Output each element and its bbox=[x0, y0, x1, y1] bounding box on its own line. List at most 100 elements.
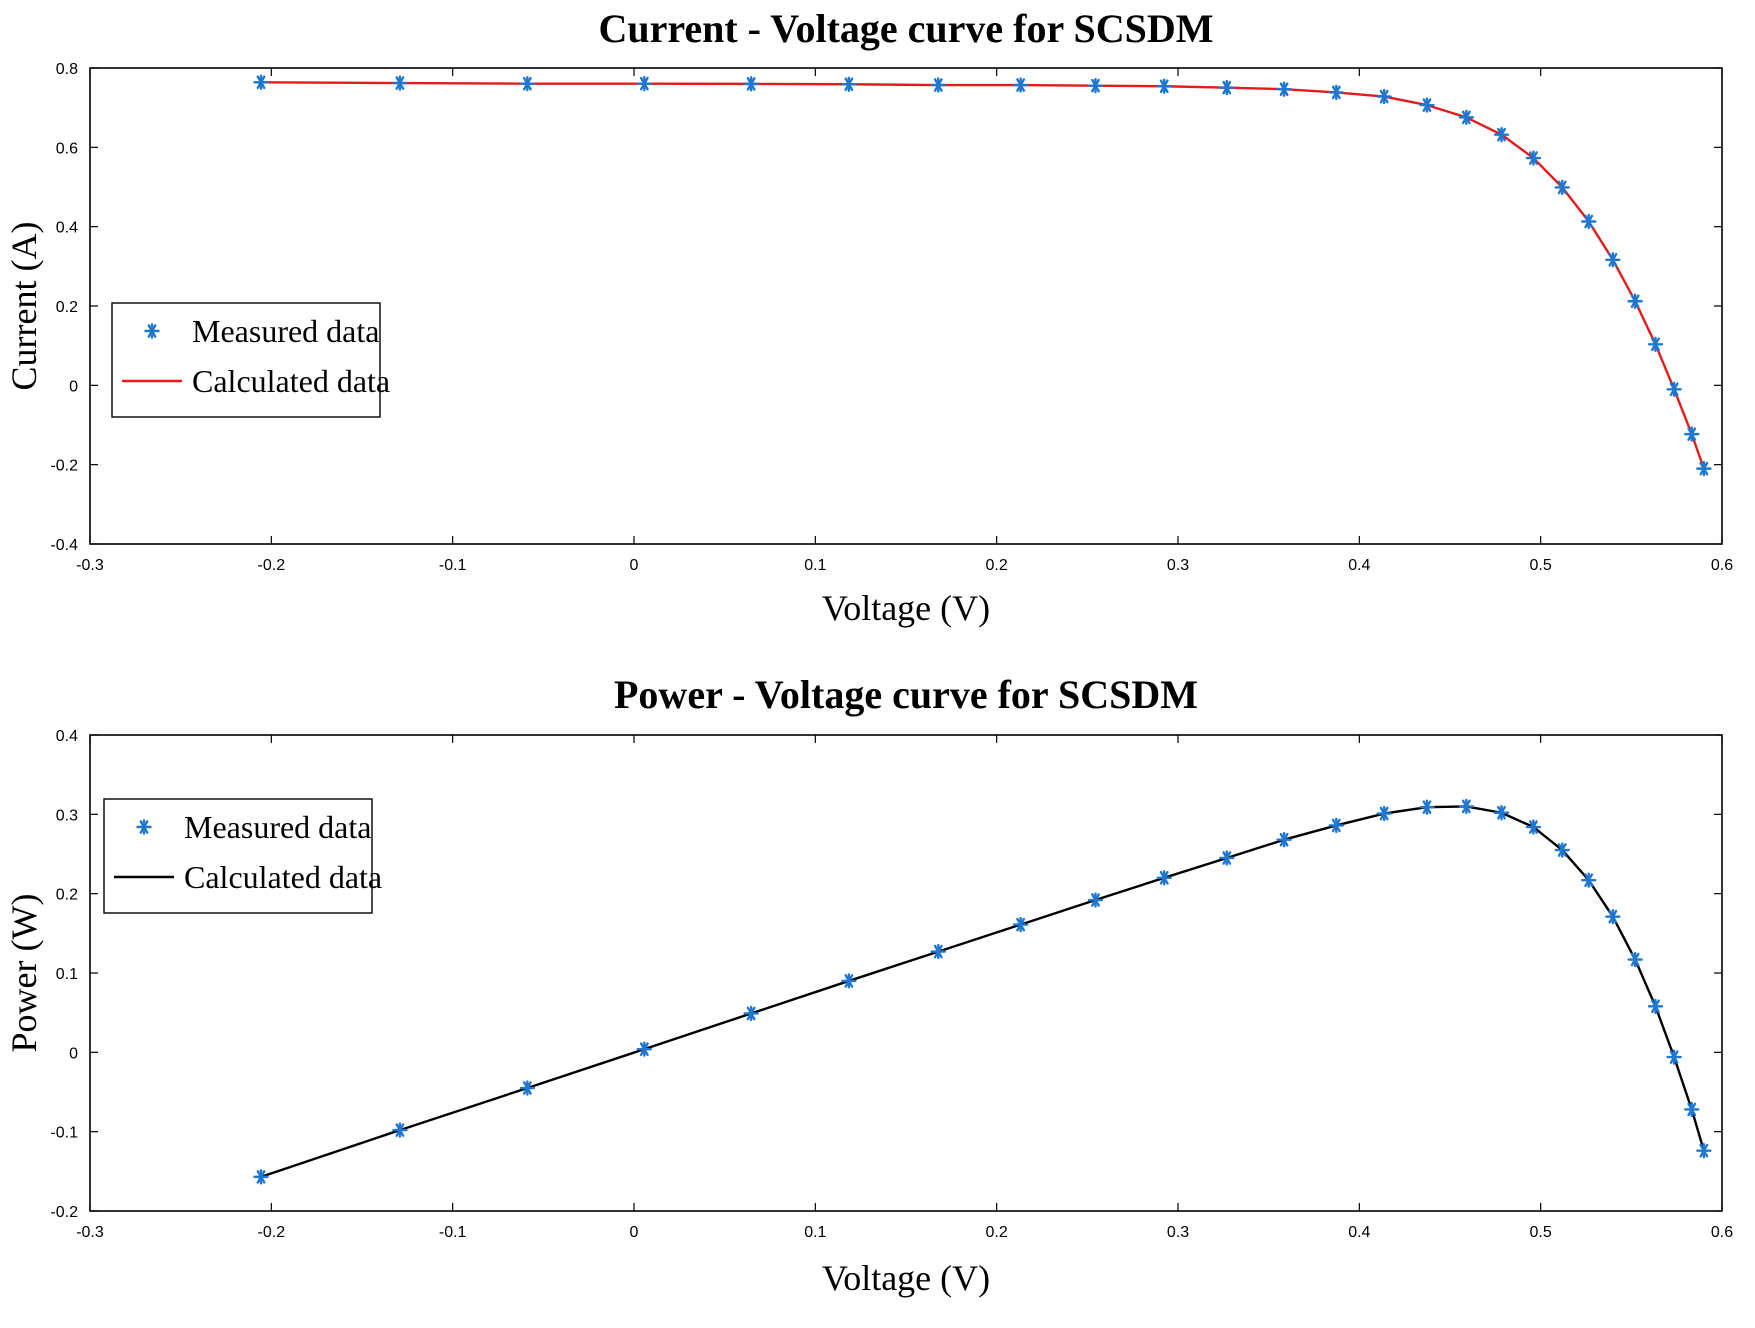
pv-measured-point bbox=[1087, 892, 1104, 908]
iv-measured-point bbox=[1458, 109, 1475, 126]
pv-x-axis-label: Voltage (V) bbox=[822, 1258, 990, 1298]
iv-y-axis-label: Current (A) bbox=[4, 222, 44, 391]
iv-x-tick-label: 0.5 bbox=[1530, 557, 1552, 574]
pv-x-tick-label: 0.1 bbox=[804, 1224, 826, 1241]
pv-y-tick-label: -0.2 bbox=[50, 1204, 78, 1221]
iv-measured-point bbox=[1419, 97, 1435, 113]
pv-measured-point bbox=[253, 1169, 269, 1185]
iv-x-tick-label: -0.3 bbox=[76, 557, 104, 574]
pv-legend-label: Calculated data bbox=[184, 859, 382, 895]
iv-x-tick-label: 0.1 bbox=[804, 557, 826, 574]
iv-x-tick-label: -0.2 bbox=[258, 557, 286, 574]
iv-x-tick-label: 0.4 bbox=[1348, 557, 1370, 574]
iv-x-axis-label: Voltage (V) bbox=[822, 588, 990, 628]
pv-measured-point bbox=[1328, 817, 1345, 834]
pv-legend-marker-icon bbox=[136, 819, 152, 835]
iv-measured-point bbox=[392, 75, 408, 91]
iv-x-tick-label: 0 bbox=[630, 557, 639, 574]
iv-x-tick-label: -0.1 bbox=[439, 557, 467, 574]
pv-measured-point bbox=[841, 973, 857, 989]
iv-chart: Current - Voltage curve for SCSDM -0.3 -0.… bbox=[4, 6, 1733, 628]
pv-y-tick-label: -0.1 bbox=[50, 1125, 78, 1142]
pv-y-tick-label: 0.1 bbox=[56, 966, 78, 983]
pv-measured-point bbox=[1493, 805, 1510, 821]
iv-measured-point bbox=[841, 76, 857, 92]
iv-measured-point bbox=[1328, 84, 1345, 101]
pv-measured-point bbox=[1458, 798, 1475, 815]
iv-y-tick-label: -0.4 bbox=[50, 537, 78, 554]
iv-x-tick-label: 0.6 bbox=[1711, 557, 1733, 574]
pv-x-tick-label: -0.1 bbox=[439, 1224, 467, 1241]
pv-y-tick-label: 0.2 bbox=[56, 887, 78, 904]
pv-measured-point bbox=[1012, 916, 1029, 933]
pv-measured-point bbox=[1419, 799, 1435, 815]
iv-y-tick-label: 0.4 bbox=[56, 220, 78, 237]
iv-y-tick-label: 0 bbox=[69, 378, 78, 395]
iv-measured-point bbox=[519, 75, 536, 92]
iv-measured-point bbox=[1156, 78, 1172, 94]
pv-x-tick-label: 0.3 bbox=[1167, 1224, 1189, 1241]
iv-measured-point bbox=[1219, 79, 1235, 96]
pv-measured-point bbox=[519, 1080, 536, 1096]
pv-measured-point bbox=[1647, 998, 1664, 1015]
iv-measured-point bbox=[1525, 150, 1542, 166]
iv-measured-point bbox=[1376, 88, 1392, 105]
iv-y-tick-label: 0.2 bbox=[56, 299, 78, 316]
iv-measured-point bbox=[1684, 426, 1700, 442]
pv-measured-point bbox=[636, 1041, 653, 1057]
pv-x-tick-label: 0.6 bbox=[1711, 1224, 1733, 1241]
pv-legend-label: Measured data bbox=[184, 809, 371, 845]
iv-legend: Measured data Calculated data bbox=[111, 302, 390, 418]
iv-x-tick-label: 0.3 bbox=[1167, 557, 1189, 574]
pv-measured-series bbox=[253, 798, 1712, 1185]
iv-y-tick-label: 0.8 bbox=[56, 61, 78, 78]
iv-measured-point bbox=[930, 77, 946, 93]
iv-measured-point bbox=[1696, 460, 1712, 477]
iv-measured-point bbox=[1276, 81, 1292, 97]
pv-measured-point bbox=[1525, 819, 1542, 835]
pv-measured-point bbox=[1554, 842, 1570, 858]
pv-measured-point bbox=[1696, 1143, 1712, 1159]
iv-legend-label: Calculated data bbox=[192, 363, 390, 399]
pv-measured-point bbox=[1219, 850, 1235, 866]
iv-y-tick-label: 0.6 bbox=[56, 140, 78, 157]
pv-measured-point bbox=[930, 943, 946, 960]
pv-y-tick-label: 0 bbox=[69, 1045, 78, 1062]
iv-measured-point bbox=[1493, 126, 1510, 143]
pv-x-tick-label: 0.4 bbox=[1348, 1224, 1370, 1241]
pv-chart: Power - Voltage curve for SCSDM -0.3 -0.2 -… bbox=[4, 672, 1733, 1298]
pv-x-tick-label: -0.2 bbox=[258, 1224, 286, 1241]
pv-x-tick-label: 0.2 bbox=[986, 1224, 1008, 1241]
pv-measured-point bbox=[1627, 951, 1643, 968]
pv-chart-title: Power - Voltage curve for SCSDM bbox=[614, 672, 1198, 717]
iv-y-tick-label: -0.2 bbox=[50, 458, 78, 475]
pv-calculated-line bbox=[260, 805, 1706, 1179]
pv-measured-point bbox=[1581, 872, 1597, 888]
iv-measured-point bbox=[1627, 293, 1643, 309]
iv-legend-box bbox=[111, 302, 381, 418]
pv-measured-point bbox=[1376, 805, 1392, 822]
iv-measured-point bbox=[1647, 336, 1664, 352]
iv-measured-point bbox=[1666, 381, 1682, 397]
pv-y-tick-label: 0.3 bbox=[56, 807, 78, 824]
iv-measured-point bbox=[1581, 213, 1597, 230]
iv-calculated-line bbox=[260, 81, 1706, 470]
iv-measured-point bbox=[743, 76, 759, 92]
iv-measured-point bbox=[253, 74, 269, 90]
pv-legend: Measured data Calculated data bbox=[103, 798, 382, 914]
pv-x-tick-label: 0.5 bbox=[1530, 1224, 1552, 1241]
iv-measured-point bbox=[636, 75, 653, 92]
pv-measured-point bbox=[1605, 908, 1621, 925]
pv-measured-point bbox=[392, 1122, 408, 1138]
iv-legend-label: Measured data bbox=[192, 313, 379, 349]
pv-x-tick-label: -0.3 bbox=[76, 1224, 104, 1241]
pv-legend-box bbox=[103, 798, 373, 914]
iv-chart-title: Current - Voltage curve for SCSDM bbox=[598, 6, 1213, 51]
pv-y-tick-label: 0.4 bbox=[56, 728, 78, 745]
pv-measured-point bbox=[1666, 1049, 1682, 1065]
pv-measured-point bbox=[1156, 870, 1172, 886]
iv-measured-point bbox=[1605, 252, 1621, 268]
iv-measured-point bbox=[1087, 77, 1104, 94]
